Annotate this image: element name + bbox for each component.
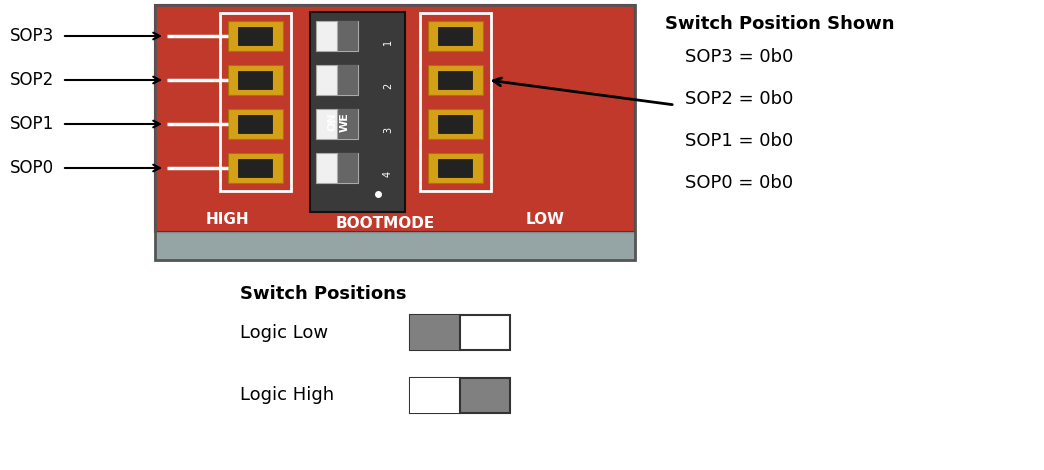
Text: SOP3: SOP3 [10, 27, 54, 45]
Text: LOW: LOW [525, 212, 565, 227]
Bar [228, 109, 283, 139]
Text: Switch Positions: Switch Positions [240, 285, 406, 303]
Bar [238, 159, 272, 177]
Bar [410, 315, 460, 350]
Bar [337, 153, 358, 183]
Bar [155, 232, 635, 260]
Text: 2: 2 [383, 83, 393, 89]
Text: 3: 3 [383, 127, 393, 133]
Text: ON
WE: ON WE [328, 112, 350, 132]
Bar [316, 109, 358, 139]
Text: Logic High: Logic High [240, 386, 334, 405]
Bar [410, 378, 511, 413]
Text: Logic Low: Logic Low [240, 323, 328, 342]
Bar [238, 115, 272, 133]
Bar [155, 5, 635, 232]
Text: BOOTMODE: BOOTMODE [335, 217, 434, 232]
Bar [228, 65, 283, 95]
Text: SOP0: SOP0 [10, 159, 54, 177]
Text: SOP0 = 0b0: SOP0 = 0b0 [685, 174, 793, 192]
Bar [337, 21, 358, 51]
Bar [316, 21, 358, 51]
Bar [420, 13, 491, 191]
Bar [337, 109, 358, 139]
Text: SOP2: SOP2 [10, 71, 54, 89]
Text: SOP1: SOP1 [10, 115, 54, 133]
Bar [238, 71, 272, 89]
Bar [410, 315, 511, 350]
Bar [438, 159, 472, 177]
Bar [228, 153, 283, 183]
Bar [155, 5, 635, 260]
Bar [238, 27, 272, 45]
Bar [438, 27, 472, 45]
Bar [438, 71, 472, 89]
Bar [219, 13, 290, 191]
Text: SOP2 = 0b0: SOP2 = 0b0 [685, 90, 793, 108]
Bar [316, 153, 358, 183]
Text: HIGH: HIGH [206, 212, 248, 227]
Bar [427, 109, 482, 139]
Bar [427, 153, 482, 183]
Text: SOP1 = 0b0: SOP1 = 0b0 [685, 132, 793, 150]
Text: SOP3 = 0b0: SOP3 = 0b0 [685, 48, 793, 66]
Bar [427, 65, 482, 95]
Bar [410, 378, 460, 413]
Text: Switch Position Shown: Switch Position Shown [665, 15, 895, 33]
Text: 4: 4 [383, 171, 393, 177]
Bar [228, 21, 283, 51]
Bar [438, 115, 472, 133]
Bar [427, 21, 482, 51]
Bar [316, 65, 358, 95]
Text: 1: 1 [383, 39, 393, 45]
Bar [337, 65, 358, 95]
Bar [310, 12, 405, 212]
